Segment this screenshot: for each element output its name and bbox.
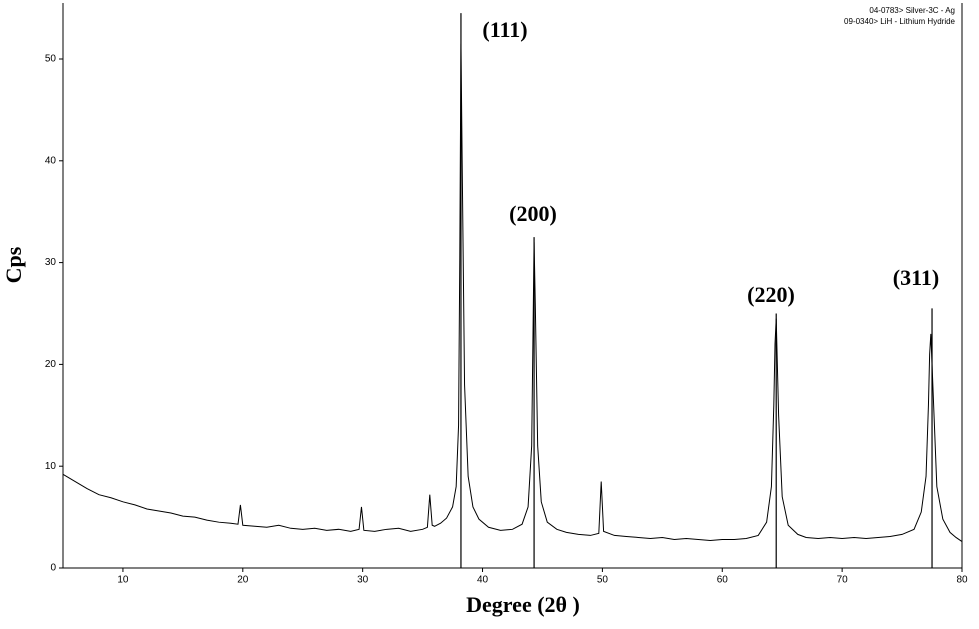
y-tick-label: 10 <box>45 461 57 472</box>
y-tick-label: 50 <box>45 54 57 65</box>
x-tick-label: 60 <box>717 575 729 586</box>
x-tick-label: 50 <box>597 575 609 586</box>
y-tick-label: 30 <box>45 257 57 268</box>
y-tick-label: 20 <box>45 359 57 370</box>
x-tick-label: 30 <box>357 575 369 586</box>
y-axis-label: Cps <box>1 246 26 283</box>
peak-label: (200) <box>509 201 557 226</box>
x-axis-label: Degree (2θ ) <box>466 592 580 617</box>
x-tick-label: 20 <box>237 575 249 586</box>
x-tick-label: 10 <box>117 575 129 586</box>
peak-label: (311) <box>893 265 939 290</box>
x-tick-label: 40 <box>477 575 489 586</box>
x-tick-label: 80 <box>956 575 968 586</box>
legend-entry: 09-0340> LiH - Lithium Hydride <box>844 17 955 26</box>
peak-label: (220) <box>747 282 795 307</box>
pattern-line <box>62 43 963 542</box>
y-tick-label: 40 <box>45 155 57 166</box>
peak-label: (111) <box>482 17 527 42</box>
y-tick-label: 0 <box>50 563 56 574</box>
x-tick-label: 70 <box>837 575 849 586</box>
legend-entry: 04-0783> Silver-3C - Ag <box>869 6 955 15</box>
